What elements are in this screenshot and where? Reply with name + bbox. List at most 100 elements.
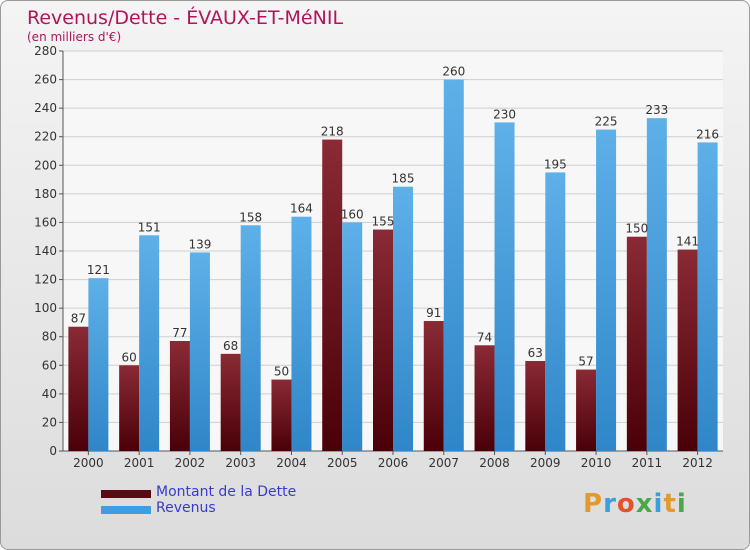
x-tick-label: 2003 bbox=[225, 456, 256, 470]
bar-revenus bbox=[291, 216, 312, 451]
y-tick-label: 200 bbox=[34, 158, 57, 172]
bar-revenus bbox=[545, 172, 566, 451]
data-label-revenus: 160 bbox=[341, 207, 364, 221]
x-tick-labels: 2000 2001 2002 2003 2004 2005 2006 2007 2008 2009… bbox=[73, 456, 713, 470]
legend-item-dette: Montant de la Dette bbox=[101, 484, 401, 501]
data-label-dette: 57 bbox=[578, 355, 593, 369]
data-label-dette: 141 bbox=[676, 235, 699, 249]
legend-label-revenus: Revenus bbox=[156, 500, 216, 516]
y-tick-label: 120 bbox=[34, 273, 57, 287]
bar-dette bbox=[322, 139, 343, 452]
bar-revenus bbox=[494, 122, 515, 451]
x-tick-label: 2008 bbox=[479, 456, 510, 470]
y-tick-label: 240 bbox=[34, 101, 57, 115]
bar-dette bbox=[373, 229, 393, 451]
chart-subtitle: (en milliers d'€) bbox=[27, 30, 122, 44]
x-tick-label: 2011 bbox=[632, 456, 663, 470]
x-tick-label: 2007 bbox=[428, 456, 459, 470]
x-tick-label: 2001 bbox=[124, 456, 155, 470]
data-label-revenus: 195 bbox=[544, 157, 567, 171]
bar-revenus bbox=[240, 225, 261, 451]
y-tick-label: 40 bbox=[42, 387, 57, 401]
data-label-revenus: 139 bbox=[188, 237, 211, 251]
data-label-revenus: 225 bbox=[595, 115, 618, 129]
bar-revenus bbox=[646, 118, 667, 452]
data-label-dette: 74 bbox=[477, 330, 492, 344]
bar-dette bbox=[220, 353, 241, 451]
bar-dette bbox=[626, 236, 647, 451]
bar-revenus bbox=[596, 129, 617, 452]
y-tick-label: 20 bbox=[42, 415, 57, 429]
x-tick-label: 2004 bbox=[276, 456, 307, 470]
data-label-revenus: 121 bbox=[87, 263, 110, 277]
logo-letter: P bbox=[583, 489, 604, 519]
y-tick-label: 80 bbox=[42, 330, 57, 344]
bar-revenus bbox=[443, 79, 464, 452]
bar-dette bbox=[271, 379, 292, 451]
data-label-dette: 91 bbox=[426, 306, 441, 320]
bar-revenus bbox=[697, 142, 718, 451]
data-label-revenus: 233 bbox=[645, 103, 668, 117]
data-label-dette: 155 bbox=[372, 215, 395, 229]
data-label-dette: 50 bbox=[274, 365, 289, 379]
y-tick-label: 100 bbox=[34, 301, 57, 315]
y-tick-label: 0 bbox=[49, 444, 57, 458]
legend-swatch-revenus bbox=[101, 506, 151, 514]
bar-revenus bbox=[342, 222, 363, 451]
data-label-dette: 150 bbox=[625, 222, 648, 236]
data-label-revenus: 230 bbox=[493, 107, 516, 121]
logo-letter: i bbox=[676, 489, 687, 519]
data-label-dette: 218 bbox=[321, 125, 344, 139]
x-tick-label: 2012 bbox=[682, 456, 713, 470]
legend-label-dette: Montant de la Dette bbox=[156, 484, 297, 500]
data-labels: 87 121 60 151 77 139 68 158 50 164 218 160 155 185 91 2… bbox=[71, 65, 719, 379]
bar-dette bbox=[677, 249, 698, 451]
data-label-dette: 63 bbox=[528, 346, 543, 360]
x-tick-label: 2002 bbox=[175, 456, 206, 470]
data-label-dette: 68 bbox=[223, 339, 238, 353]
bar-revenus bbox=[189, 252, 210, 451]
x-tick-label: 2000 bbox=[73, 456, 104, 470]
data-label-dette: 77 bbox=[172, 326, 187, 340]
y-tick-label: 280 bbox=[34, 44, 57, 58]
data-label-dette: 87 bbox=[71, 312, 86, 326]
logo-letter: o bbox=[616, 489, 636, 519]
bar-revenus bbox=[88, 278, 109, 451]
y-tick-labels: 0 20 40 60 80 100 120 140 160 180 200 220 240 260 280 bbox=[34, 44, 57, 458]
data-label-revenus: 216 bbox=[696, 127, 719, 141]
proxiti-logo: Proxiti bbox=[583, 489, 687, 519]
y-tick-label: 140 bbox=[34, 244, 57, 258]
bar-dette bbox=[525, 361, 546, 451]
y-tick-label: 60 bbox=[42, 358, 57, 372]
data-label-revenus: 164 bbox=[290, 202, 313, 216]
x-tick-label: 2009 bbox=[530, 456, 561, 470]
bar-dette bbox=[169, 341, 190, 451]
y-tick-label: 260 bbox=[34, 73, 57, 87]
data-label-revenus: 185 bbox=[392, 172, 415, 186]
y-tick-label: 160 bbox=[34, 215, 57, 229]
x-tick-label: 2006 bbox=[378, 456, 409, 470]
bar-dette bbox=[576, 369, 597, 451]
bar-dette bbox=[68, 326, 89, 451]
bar-dette bbox=[423, 321, 444, 451]
data-label-revenus: 151 bbox=[138, 220, 161, 234]
legend-item-revenus: Revenus bbox=[101, 500, 401, 517]
logo-letter: t bbox=[663, 489, 677, 519]
y-tick-label: 220 bbox=[34, 130, 57, 144]
x-tick-label: 2005 bbox=[327, 456, 358, 470]
data-label-dette: 60 bbox=[122, 350, 137, 364]
data-label-revenus: 158 bbox=[239, 210, 262, 224]
bar-revenus bbox=[139, 235, 160, 451]
logo-letter: x bbox=[635, 489, 654, 519]
legend-swatch-dette bbox=[101, 490, 151, 498]
y-tick-label: 180 bbox=[34, 187, 57, 201]
chart-title: Revenus/Dette - ÉVAUX-ET-MéNIL bbox=[27, 7, 344, 29]
bar-dette bbox=[474, 345, 495, 451]
data-label-revenus: 260 bbox=[442, 65, 465, 79]
bar-revenus bbox=[393, 186, 413, 451]
logo-letter: r bbox=[603, 489, 617, 519]
x-tick-label: 2010 bbox=[581, 456, 612, 470]
logo-letter: i bbox=[653, 489, 664, 519]
